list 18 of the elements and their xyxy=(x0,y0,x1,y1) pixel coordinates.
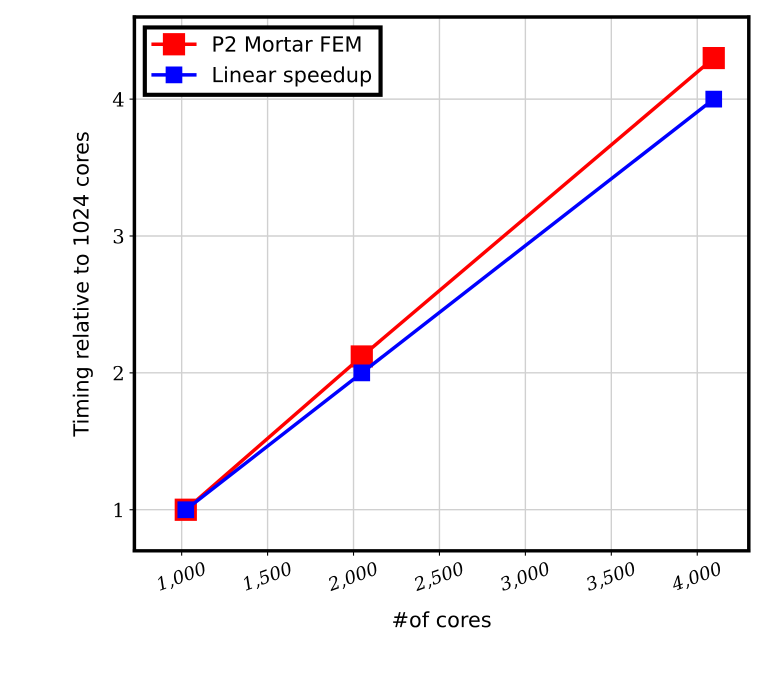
x-tick-label: 1,000 xyxy=(156,561,208,593)
x-tick-label: 3,500 xyxy=(584,561,638,594)
point xyxy=(353,364,370,382)
point xyxy=(705,90,722,108)
x-tick-label: 3,000 xyxy=(498,561,552,594)
y-tick-label: 4 xyxy=(112,92,124,107)
y-tick-label: 2 xyxy=(114,366,123,380)
point xyxy=(702,46,725,70)
x-tick-label: 2,000 xyxy=(326,561,380,594)
x-tick-label: 4,000 xyxy=(670,561,724,594)
x-tick-label: 2,500 xyxy=(412,561,466,594)
y-axis-title: Timing relative to 1024 cores xyxy=(72,132,93,437)
legend-label: P2 Mortar FEM xyxy=(214,36,360,52)
legend-label: Linear speedup xyxy=(214,66,372,86)
y-tick-label: 1 xyxy=(114,502,122,518)
x-axis-title: #of cores xyxy=(393,611,491,628)
x-tick-label: 1,500 xyxy=(242,561,294,593)
y-tick-label: 3 xyxy=(114,228,124,244)
